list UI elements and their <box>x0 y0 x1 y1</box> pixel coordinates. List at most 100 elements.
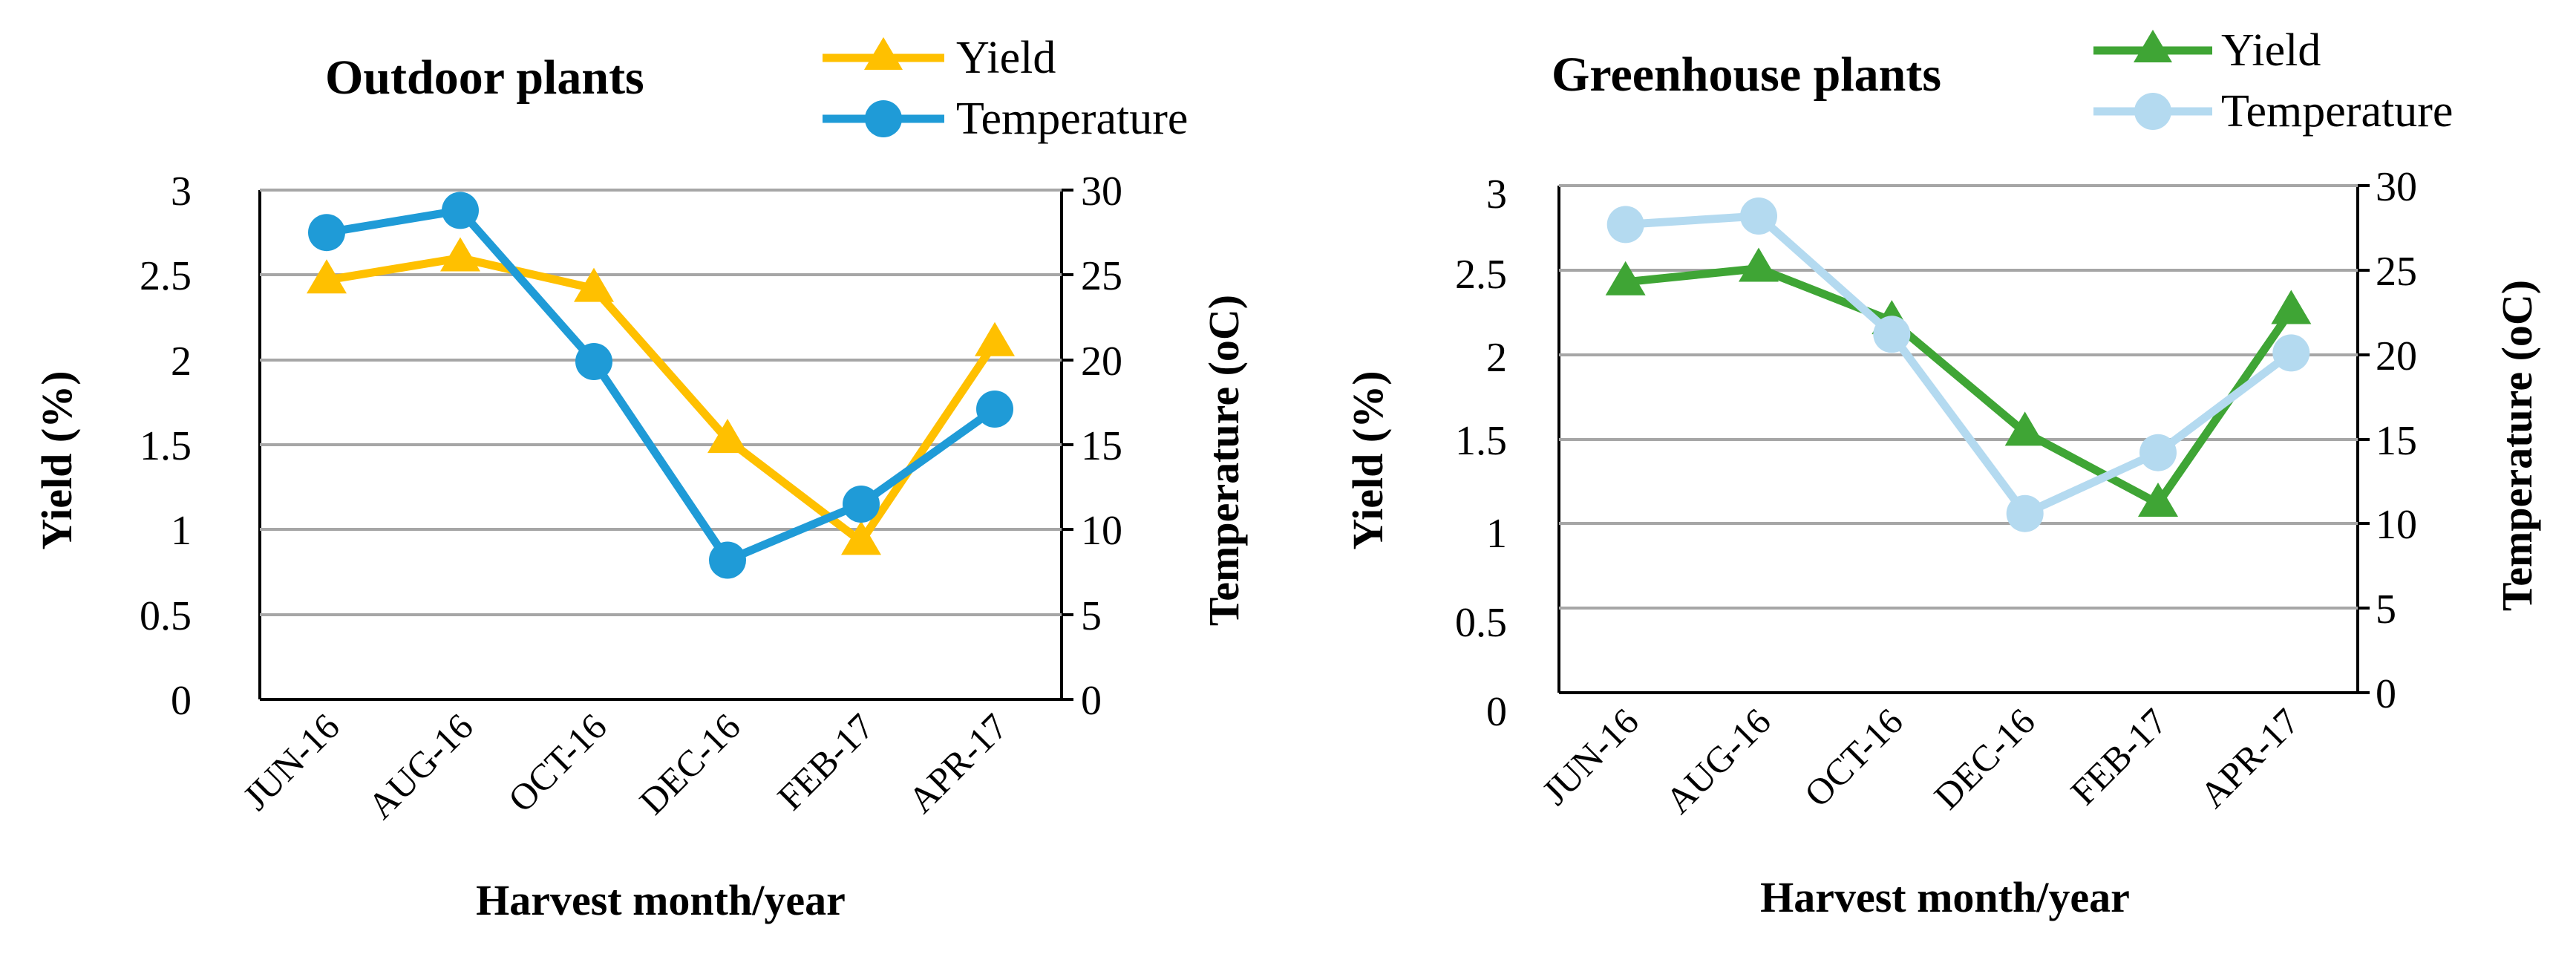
chart-outdoor-plants: Outdoor plants Yield Temperature <box>33 33 1248 924</box>
data-point-temperature <box>976 391 1013 428</box>
data-point-yield <box>841 520 881 555</box>
y2-tick-label: 10 <box>2376 502 2417 548</box>
legend-marker-circle <box>865 100 902 137</box>
x-tick-label: OCT-16 <box>1797 700 1911 814</box>
y2-tick-label: 30 <box>2376 164 2417 210</box>
legend-label-yield: Yield <box>956 33 1056 83</box>
y2-tick-label: 25 <box>1081 253 1122 299</box>
data-point-temperature <box>442 192 479 229</box>
data-point-yield <box>975 321 1015 356</box>
y-tick-label: 0.5 <box>140 593 192 639</box>
legend-marker-triangle <box>2134 30 2172 62</box>
right-axis-ticks <box>1062 189 1073 701</box>
legend-label-temperature: Temperature <box>956 94 1188 144</box>
y-tick-label: 2.5 <box>140 253 192 299</box>
y-tick-label: 0 <box>1486 689 1507 735</box>
x-tick-label: JUN-16 <box>235 705 347 818</box>
y-tick-label: 2 <box>1486 335 1507 381</box>
data-point-temperature <box>2006 494 2044 532</box>
data-point-temperature <box>709 541 746 579</box>
y-tick-label: 1 <box>1486 511 1507 557</box>
y-tick-label: 0.5 <box>1455 600 1507 646</box>
chart-title: Outdoor plants <box>325 50 644 105</box>
left-y-tick-labels: 0 0.5 1 1.5 2 2.5 3 <box>1455 172 1507 735</box>
y2-tick-label: 20 <box>1081 339 1122 385</box>
legend-entry-temperature: Temperature <box>823 94 1188 144</box>
y2-tick-label: 15 <box>2376 418 2417 464</box>
series-temperature <box>1606 197 2310 532</box>
left-y-tick-labels: 0 0.5 1 1.5 2 2.5 3 <box>140 169 192 724</box>
legend-entry-yield: Yield <box>823 33 1056 83</box>
y2-tick-label: 10 <box>1081 508 1122 554</box>
y-tick-label: 3 <box>171 169 192 215</box>
data-point-yield <box>440 237 480 272</box>
legend-marker-triangle <box>864 37 903 70</box>
series-line-temperature <box>1621 212 2295 518</box>
legend: Yield Temperature <box>823 33 1188 144</box>
legend-entry-temperature: Temperature <box>2093 86 2453 137</box>
data-point-yield <box>1605 261 1646 295</box>
data-point-yield <box>2004 411 2045 446</box>
right-y-tick-labels: 0 5 10 15 20 25 30 <box>1081 169 1122 724</box>
data-point-yield <box>2271 290 2312 324</box>
data-point-yield <box>1739 247 1779 282</box>
y2-tick-label: 5 <box>2376 587 2396 633</box>
gridlines <box>1559 184 2358 610</box>
y-tick-label: 1.5 <box>1455 418 1507 464</box>
x-tick-label: DEC-16 <box>1926 700 2042 817</box>
data-point-yield <box>574 267 614 302</box>
y2-tick-label: 20 <box>2376 333 2417 379</box>
chart-title: Greenhouse plants <box>1552 48 1941 102</box>
y2-tick-label: 0 <box>1081 678 1102 724</box>
x-tick-label: APR-17 <box>2191 700 2307 816</box>
data-point-yield <box>2138 483 2178 517</box>
legend-label-yield: Yield <box>2221 25 2321 76</box>
data-point-temperature <box>1606 206 1644 244</box>
x-tick-label: OCT-16 <box>500 705 615 820</box>
y-tick-label: 0 <box>171 678 192 724</box>
x-tick-label: AUG-16 <box>359 705 480 826</box>
y-axis-title: Yield (%) <box>33 370 81 549</box>
y2-tick-label: 30 <box>1081 169 1122 215</box>
series-line-temperature <box>322 206 999 564</box>
y-tick-label: 1 <box>171 508 192 554</box>
data-point-temperature <box>575 343 612 380</box>
data-point-yield <box>707 419 748 454</box>
series-temperature <box>308 192 1013 579</box>
x-tick-label: AUG-16 <box>1657 700 1778 821</box>
y2-axis-title: Temperature (oC) <box>1200 295 1248 626</box>
y-axis-title: Yield (%) <box>1344 370 1392 549</box>
gridlines <box>260 189 1062 616</box>
y2-tick-label: 5 <box>1081 593 1102 639</box>
x-tick-label: APR-17 <box>900 705 1016 821</box>
x-axis-title: Harvest month/year <box>1760 873 2130 921</box>
right-y-tick-labels: 0 5 10 15 20 25 30 <box>2376 164 2417 717</box>
x-tick-labels: JUN-16 AUG-16 OCT-16 DEC-16 FEB-17 APR-1… <box>1534 700 2307 821</box>
legend-entry-yield: Yield <box>2093 25 2321 76</box>
right-axis-ticks <box>2358 184 2370 694</box>
data-point-temperature <box>2139 434 2177 471</box>
y2-tick-label: 0 <box>2376 671 2396 717</box>
series-line-yield <box>1621 264 2295 508</box>
data-point-yield <box>307 259 347 294</box>
series-line-yield <box>322 254 999 546</box>
x-axis-title: Harvest month/year <box>476 876 846 924</box>
series-yield <box>1605 247 2312 517</box>
x-tick-label: FEB-17 <box>769 705 882 818</box>
y2-axis-title: Temperature (oC) <box>2493 280 2541 611</box>
y-tick-label: 1.5 <box>140 423 192 469</box>
y-tick-label: 2 <box>171 339 192 385</box>
legend-label-temperature: Temperature <box>2221 86 2453 137</box>
data-point-temperature <box>1873 316 1911 353</box>
x-tick-label: FEB-17 <box>2062 700 2175 813</box>
data-point-temperature <box>1740 197 1777 235</box>
y-tick-label: 2.5 <box>1455 252 1507 298</box>
x-tick-label: JUN-16 <box>1534 700 1647 813</box>
y2-tick-label: 15 <box>1081 423 1122 469</box>
legend-marker-circle <box>2134 93 2171 130</box>
x-tick-label: DEC-16 <box>631 705 748 822</box>
chart-greenhouse-plants: Greenhouse plants Yield Temperature <box>1344 25 2541 921</box>
data-point-temperature <box>843 486 880 523</box>
